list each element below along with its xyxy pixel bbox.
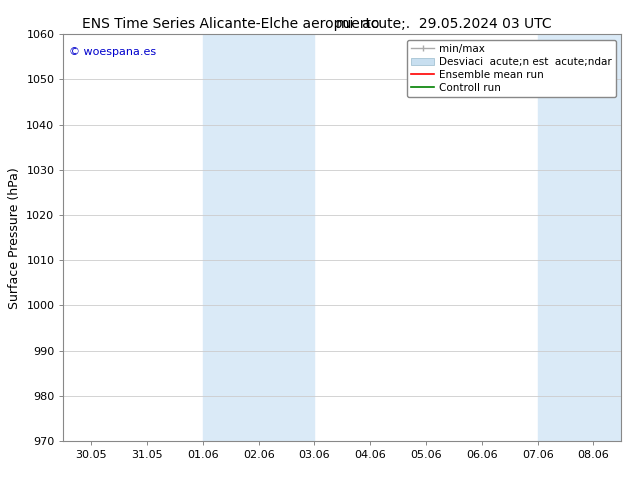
Text: ENS Time Series Alicante-Elche aeropuerto: ENS Time Series Alicante-Elche aeropuert… (82, 17, 380, 31)
Y-axis label: Surface Pressure (hPa): Surface Pressure (hPa) (8, 167, 21, 309)
Bar (203, 34, 314, 441)
Text: mi  acute;.  29.05.2024 03 UTC: mi acute;. 29.05.2024 03 UTC (336, 17, 552, 31)
Legend: min/max, Desviaci  acute;n est  acute;ndar, Ensemble mean run, Controll run: min/max, Desviaci acute;n est acute;ndar… (407, 40, 616, 97)
Bar (538, 34, 621, 441)
Text: © woespana.es: © woespana.es (69, 47, 156, 56)
